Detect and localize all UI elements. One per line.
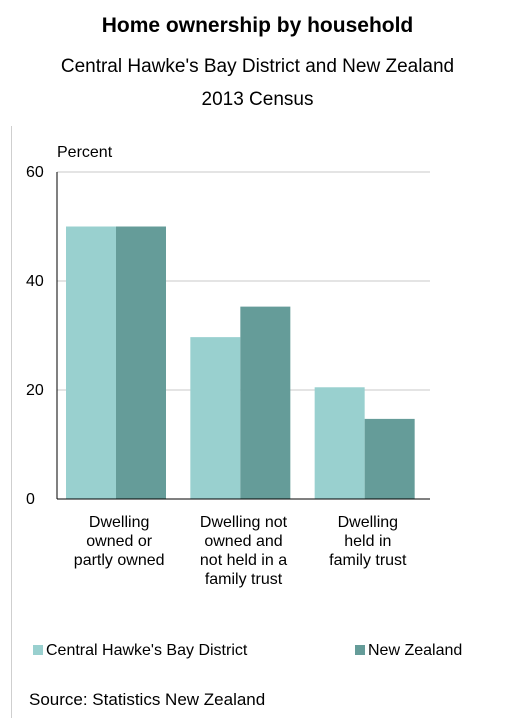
bar-new-zealand-3	[364, 418, 415, 499]
y-axis-label: Percent	[57, 144, 113, 161]
chart-frame-border	[11, 126, 12, 718]
legend-label-2: New Zealand	[368, 642, 462, 659]
x-category-label-line: family trust	[205, 571, 283, 588]
y-tick-label-0: 0	[26, 491, 35, 508]
axis-labels: 0 20 40 60 Percent Dwelling owned or partly own…	[26, 144, 407, 588]
bar-central-hawkes-bay-2	[190, 337, 241, 499]
chart-subtitle-region: Central Hawke's Bay District and New Zea…	[60, 56, 455, 77]
x-category-label-1: Dwelling owned or partly owned	[74, 514, 165, 569]
x-category-label-line: not held in a	[200, 552, 287, 569]
source-note: Source: Statistics New Zealand	[29, 690, 266, 709]
legend-label-1: Central Hawke's Bay District	[46, 642, 248, 659]
x-category-label-line: partly owned	[74, 552, 165, 569]
y-tick-label-60: 60	[26, 164, 44, 181]
y-tick-label-40: 40	[26, 273, 44, 290]
x-category-label-3: Dwelling held in family trust	[329, 514, 407, 569]
bar-central-hawkes-bay-1	[66, 226, 116, 499]
x-category-label-line: family trust	[329, 552, 407, 569]
bars	[66, 226, 415, 499]
bar-central-hawkes-bay-3	[314, 387, 365, 499]
x-category-label-line: Dwelling	[89, 514, 149, 531]
bar-chart: 0 20 40 60 Percent Dwelling owned or partly own…	[26, 144, 462, 659]
bar-new-zealand-1	[116, 226, 166, 499]
x-category-label-line: owned and	[204, 533, 282, 550]
x-category-label-2: Dwelling not owned and not held in a family…	[200, 514, 288, 588]
x-category-label-line: owned or	[86, 533, 152, 550]
y-tick-label-20: 20	[26, 382, 44, 399]
legend-swatch-1	[33, 645, 43, 655]
chart-subtitle-census: 2013 Census	[201, 89, 314, 110]
bar-new-zealand-2	[240, 306, 291, 499]
axes	[56, 172, 430, 500]
legend: Central Hawke's Bay District New Zealand	[33, 642, 462, 659]
chart-title: Home ownership by household	[101, 14, 414, 37]
x-category-label-line: Dwelling not	[200, 514, 288, 531]
x-category-label-line: Dwelling	[338, 514, 398, 531]
legend-swatch-2	[355, 645, 365, 655]
x-category-label-line: held in	[344, 533, 391, 550]
